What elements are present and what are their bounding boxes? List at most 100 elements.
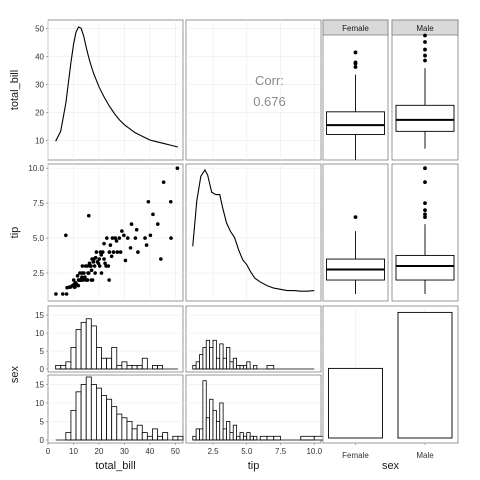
hist-bar — [80, 321, 87, 370]
scatter-point — [107, 250, 112, 254]
hist-bar — [259, 435, 268, 441]
bar-female — [328, 367, 383, 439]
ytick-label: 5 — [40, 347, 45, 356]
scatter-point — [123, 258, 128, 263]
hist-bar — [95, 347, 102, 370]
hist-bar — [75, 391, 82, 441]
scatter-point — [129, 222, 134, 226]
correlation-value: 0.676 — [253, 94, 286, 109]
hist-bar — [75, 329, 82, 370]
strip-label-female: Female — [342, 24, 369, 33]
scatter-point — [64, 233, 68, 238]
scatter-point — [86, 213, 91, 218]
xtick-label: 0 — [46, 447, 51, 456]
hist-bar — [152, 428, 158, 441]
scatter-point — [73, 285, 77, 289]
hist-bar — [101, 357, 107, 370]
box-outlier — [423, 166, 427, 171]
ytick-label: 10 — [35, 329, 44, 338]
box-iqr — [395, 254, 455, 281]
scatter-point — [107, 278, 111, 282]
hist-bar — [90, 325, 97, 370]
scatter-point — [128, 246, 133, 250]
scatter-point — [151, 212, 155, 217]
hist-bar — [232, 424, 238, 441]
bar-male — [397, 311, 453, 439]
scatter-point — [118, 250, 123, 254]
ytick-label: 5.0 — [33, 234, 45, 243]
hist-bar — [95, 387, 102, 441]
scatter-point — [76, 283, 81, 288]
scatter-point — [133, 236, 138, 240]
hist-bar — [209, 398, 214, 441]
hist-bar — [106, 398, 113, 441]
scatter-point — [97, 257, 101, 261]
scatter-point — [125, 236, 130, 240]
hist-bar — [232, 357, 238, 370]
box-outlier — [353, 60, 358, 65]
hist-bar — [65, 432, 72, 441]
hist-bar — [253, 365, 258, 370]
scatter-point — [114, 239, 119, 243]
hist-bar — [205, 417, 211, 441]
hist-bar — [246, 432, 251, 441]
hist-bar — [55, 365, 62, 370]
scatter-point — [108, 243, 113, 247]
hist-bar — [111, 347, 118, 370]
scatter-point — [144, 243, 149, 247]
hist-bar — [141, 357, 148, 370]
scatter-point — [109, 254, 114, 259]
scatter-point — [99, 253, 104, 257]
box-outlier — [423, 215, 427, 220]
correlation-label: Corr: — [255, 73, 284, 88]
hist-bar — [192, 365, 197, 370]
box-outlier — [353, 50, 358, 55]
hist-bar — [192, 435, 197, 441]
hist-bar — [111, 406, 118, 441]
scatter-point — [85, 278, 90, 282]
scatter-point — [89, 264, 93, 268]
scatter-point — [102, 241, 106, 246]
scatter-panel — [47, 163, 184, 302]
hist-bar — [157, 365, 164, 370]
scatter-point — [117, 236, 122, 240]
hist-bar — [236, 365, 241, 370]
xtick-label: 2.5 — [207, 447, 219, 456]
scatter-point — [146, 199, 151, 204]
scatter-point — [113, 236, 118, 240]
scatter-point — [134, 227, 139, 232]
box-outlier — [423, 58, 427, 63]
hist-bar — [101, 395, 107, 441]
scatter-point — [93, 255, 98, 260]
hist-bar — [219, 402, 224, 441]
scatter-point — [91, 260, 96, 264]
ytick-label: 15 — [35, 380, 44, 389]
hist-bar — [85, 376, 92, 441]
ytick-label: 10 — [35, 136, 44, 145]
box-outlier — [423, 208, 427, 213]
scatter-point — [110, 236, 115, 240]
scatter-point — [155, 222, 160, 226]
scatter-point — [168, 199, 173, 204]
scatter-point — [143, 236, 147, 240]
scatter-point — [92, 264, 97, 268]
hist-bar — [152, 365, 158, 370]
correlation-panel — [185, 19, 322, 161]
hist-bar — [215, 357, 221, 370]
scatter-point — [148, 233, 153, 238]
scatter-point — [105, 236, 109, 240]
density-line-tip — [192, 168, 315, 292]
xtick-label: Female — [342, 451, 369, 460]
hist-bar — [266, 365, 275, 370]
scatter-point — [159, 257, 163, 261]
hist-bar — [242, 435, 248, 441]
box-outlier — [353, 65, 358, 69]
hist-bar — [246, 361, 251, 370]
scatter-point — [103, 261, 107, 266]
ytick-label: 7.5 — [33, 199, 45, 208]
scatter-point — [115, 250, 120, 254]
hist-bar — [141, 432, 148, 441]
hist-bar — [195, 361, 200, 370]
box-outlier — [423, 40, 427, 44]
density-tip-panel — [185, 163, 322, 302]
